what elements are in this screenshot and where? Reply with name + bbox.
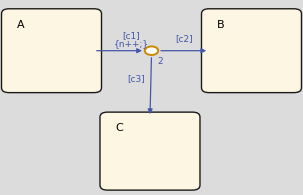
Text: C: C	[115, 123, 123, 133]
Text: [c1]: [c1]	[123, 31, 140, 40]
Text: [c2]: [c2]	[175, 34, 192, 43]
FancyBboxPatch shape	[100, 112, 200, 190]
FancyBboxPatch shape	[201, 9, 301, 93]
Text: [c3]: [c3]	[128, 74, 145, 83]
Text: A: A	[17, 20, 24, 29]
Text: {n++;}: {n++;}	[114, 39, 149, 48]
Text: B: B	[217, 20, 224, 29]
Circle shape	[145, 46, 158, 55]
FancyBboxPatch shape	[2, 9, 102, 93]
Text: 2: 2	[157, 57, 163, 66]
